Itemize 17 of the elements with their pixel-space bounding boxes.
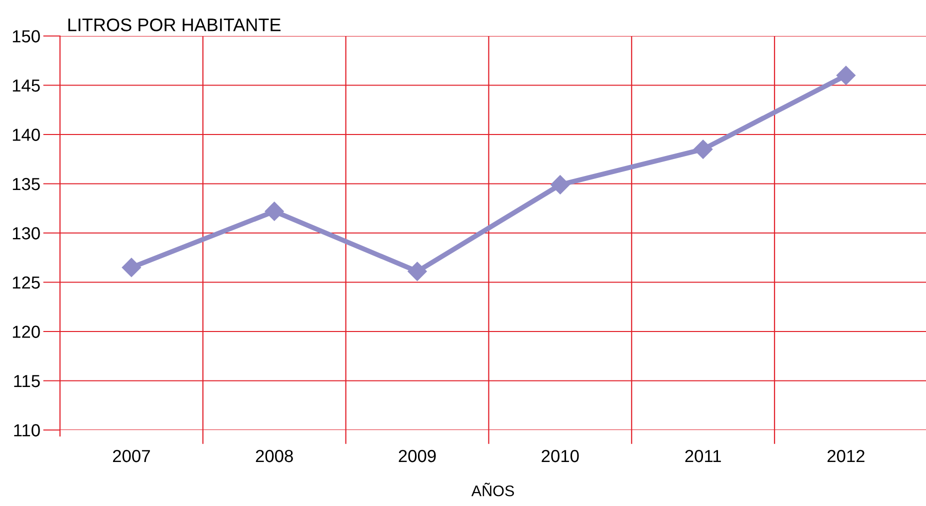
- y-tick-label: 135: [12, 178, 40, 190]
- y-tick-label: 150: [12, 30, 40, 42]
- y-tick-label: 120: [12, 326, 40, 338]
- x-tick-label: 2010: [542, 450, 579, 462]
- y-tick-label: 125: [12, 276, 40, 289]
- x-tick-label: 2009: [398, 450, 436, 462]
- y-tick-label: 110: [14, 424, 40, 436]
- x-tick-label: 2008: [256, 450, 293, 462]
- y-tick-label: 140: [12, 128, 40, 141]
- x-axis-title: AÑOS: [471, 482, 514, 496]
- x-tick-label: 2007: [113, 450, 150, 462]
- y-tick-label: 115: [14, 375, 40, 388]
- x-tick-label: 2012: [828, 450, 864, 462]
- x-tick-label: 2011: [685, 450, 721, 462]
- y-axis-title: LITROS POR HABITANTE: [68, 18, 281, 32]
- y-tick-label: 130: [12, 227, 40, 240]
- y-tick-label: 145: [12, 80, 40, 92]
